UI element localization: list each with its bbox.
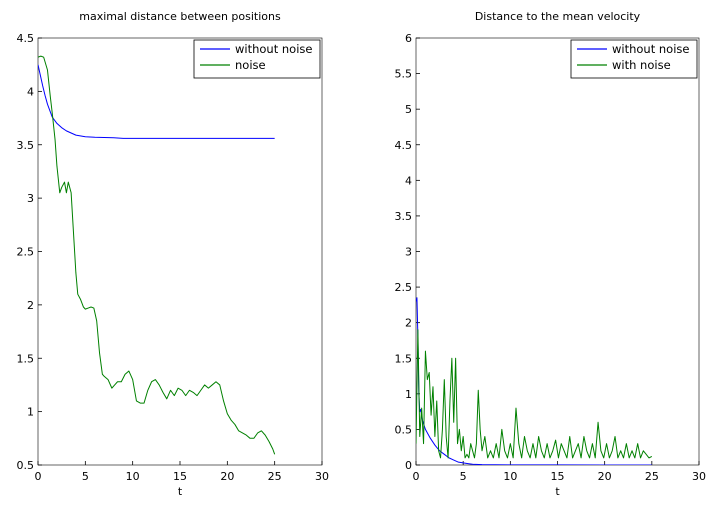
legend-label: noise [235,58,266,72]
x-axis-label: t [555,485,560,498]
x-tick-label: 20 [598,470,612,483]
y-tick-label: 1.5 [395,352,413,365]
y-tick-label: 4.5 [395,139,413,152]
y-tick-label: 5.5 [395,68,413,81]
y-tick-label: 2 [27,299,34,312]
x-tick-label: 15 [173,470,187,483]
legend-box [570,39,698,79]
y-tick-label: 6 [405,32,412,45]
y-tick-label: 0 [405,459,412,472]
series-line-without-noise [416,297,652,465]
x-tick-label: 10 [126,470,140,483]
y-tick-label: 3.5 [395,210,413,223]
x-tick-label: 10 [503,470,517,483]
chart-title: maximal distance between positions [79,10,281,23]
y-tick-label: 0.5 [395,423,413,436]
x-tick-label: 30 [315,470,329,483]
left-chart-panel: maximal distance between positions 0 5 10 15… [17,10,330,498]
y-tick-label: 5 [405,103,412,116]
x-tick-label: 15 [551,470,565,483]
series-line-noise [416,329,653,459]
y-tick-label: 4 [405,174,412,187]
y-tick-label: 0.5 [17,459,35,472]
y-tick-label: 4 [27,85,34,98]
y-tick-label: 3 [27,192,34,205]
x-tick-label: 25 [645,470,659,483]
x-tick-label: 0 [35,470,42,483]
y-tick-label: 2.5 [17,246,35,259]
series-line-noise [38,55,276,455]
plot-frame [37,37,323,466]
series-line-without-noise [38,64,275,139]
y-tick-label: 4.5 [17,32,35,45]
x-axis-label: t [178,485,183,498]
x-tick-label: 5 [82,470,89,483]
chart-title: Distance to the mean velocity [475,10,641,23]
legend-label: without noise [612,42,689,56]
x-tick-label: 5 [460,470,467,483]
x-tick-label: 20 [220,470,234,483]
y-tick-label: 1 [405,388,412,401]
x-tick-label: 0 [413,470,420,483]
plot-frame [415,37,700,466]
x-tick-label: 25 [268,470,282,483]
y-tick-label: 1.5 [17,352,35,365]
legend-box [193,39,321,79]
legend-label: with noise [612,58,671,72]
y-tick-label: 3.5 [17,139,35,152]
y-tick-label: 2 [405,317,412,330]
y-tick-label: 1 [27,406,34,419]
y-tick-label: 2.5 [395,281,413,294]
legend-label: without noise [235,42,312,56]
y-tick-label: 3 [405,246,412,259]
x-tick-label: 30 [692,470,706,483]
